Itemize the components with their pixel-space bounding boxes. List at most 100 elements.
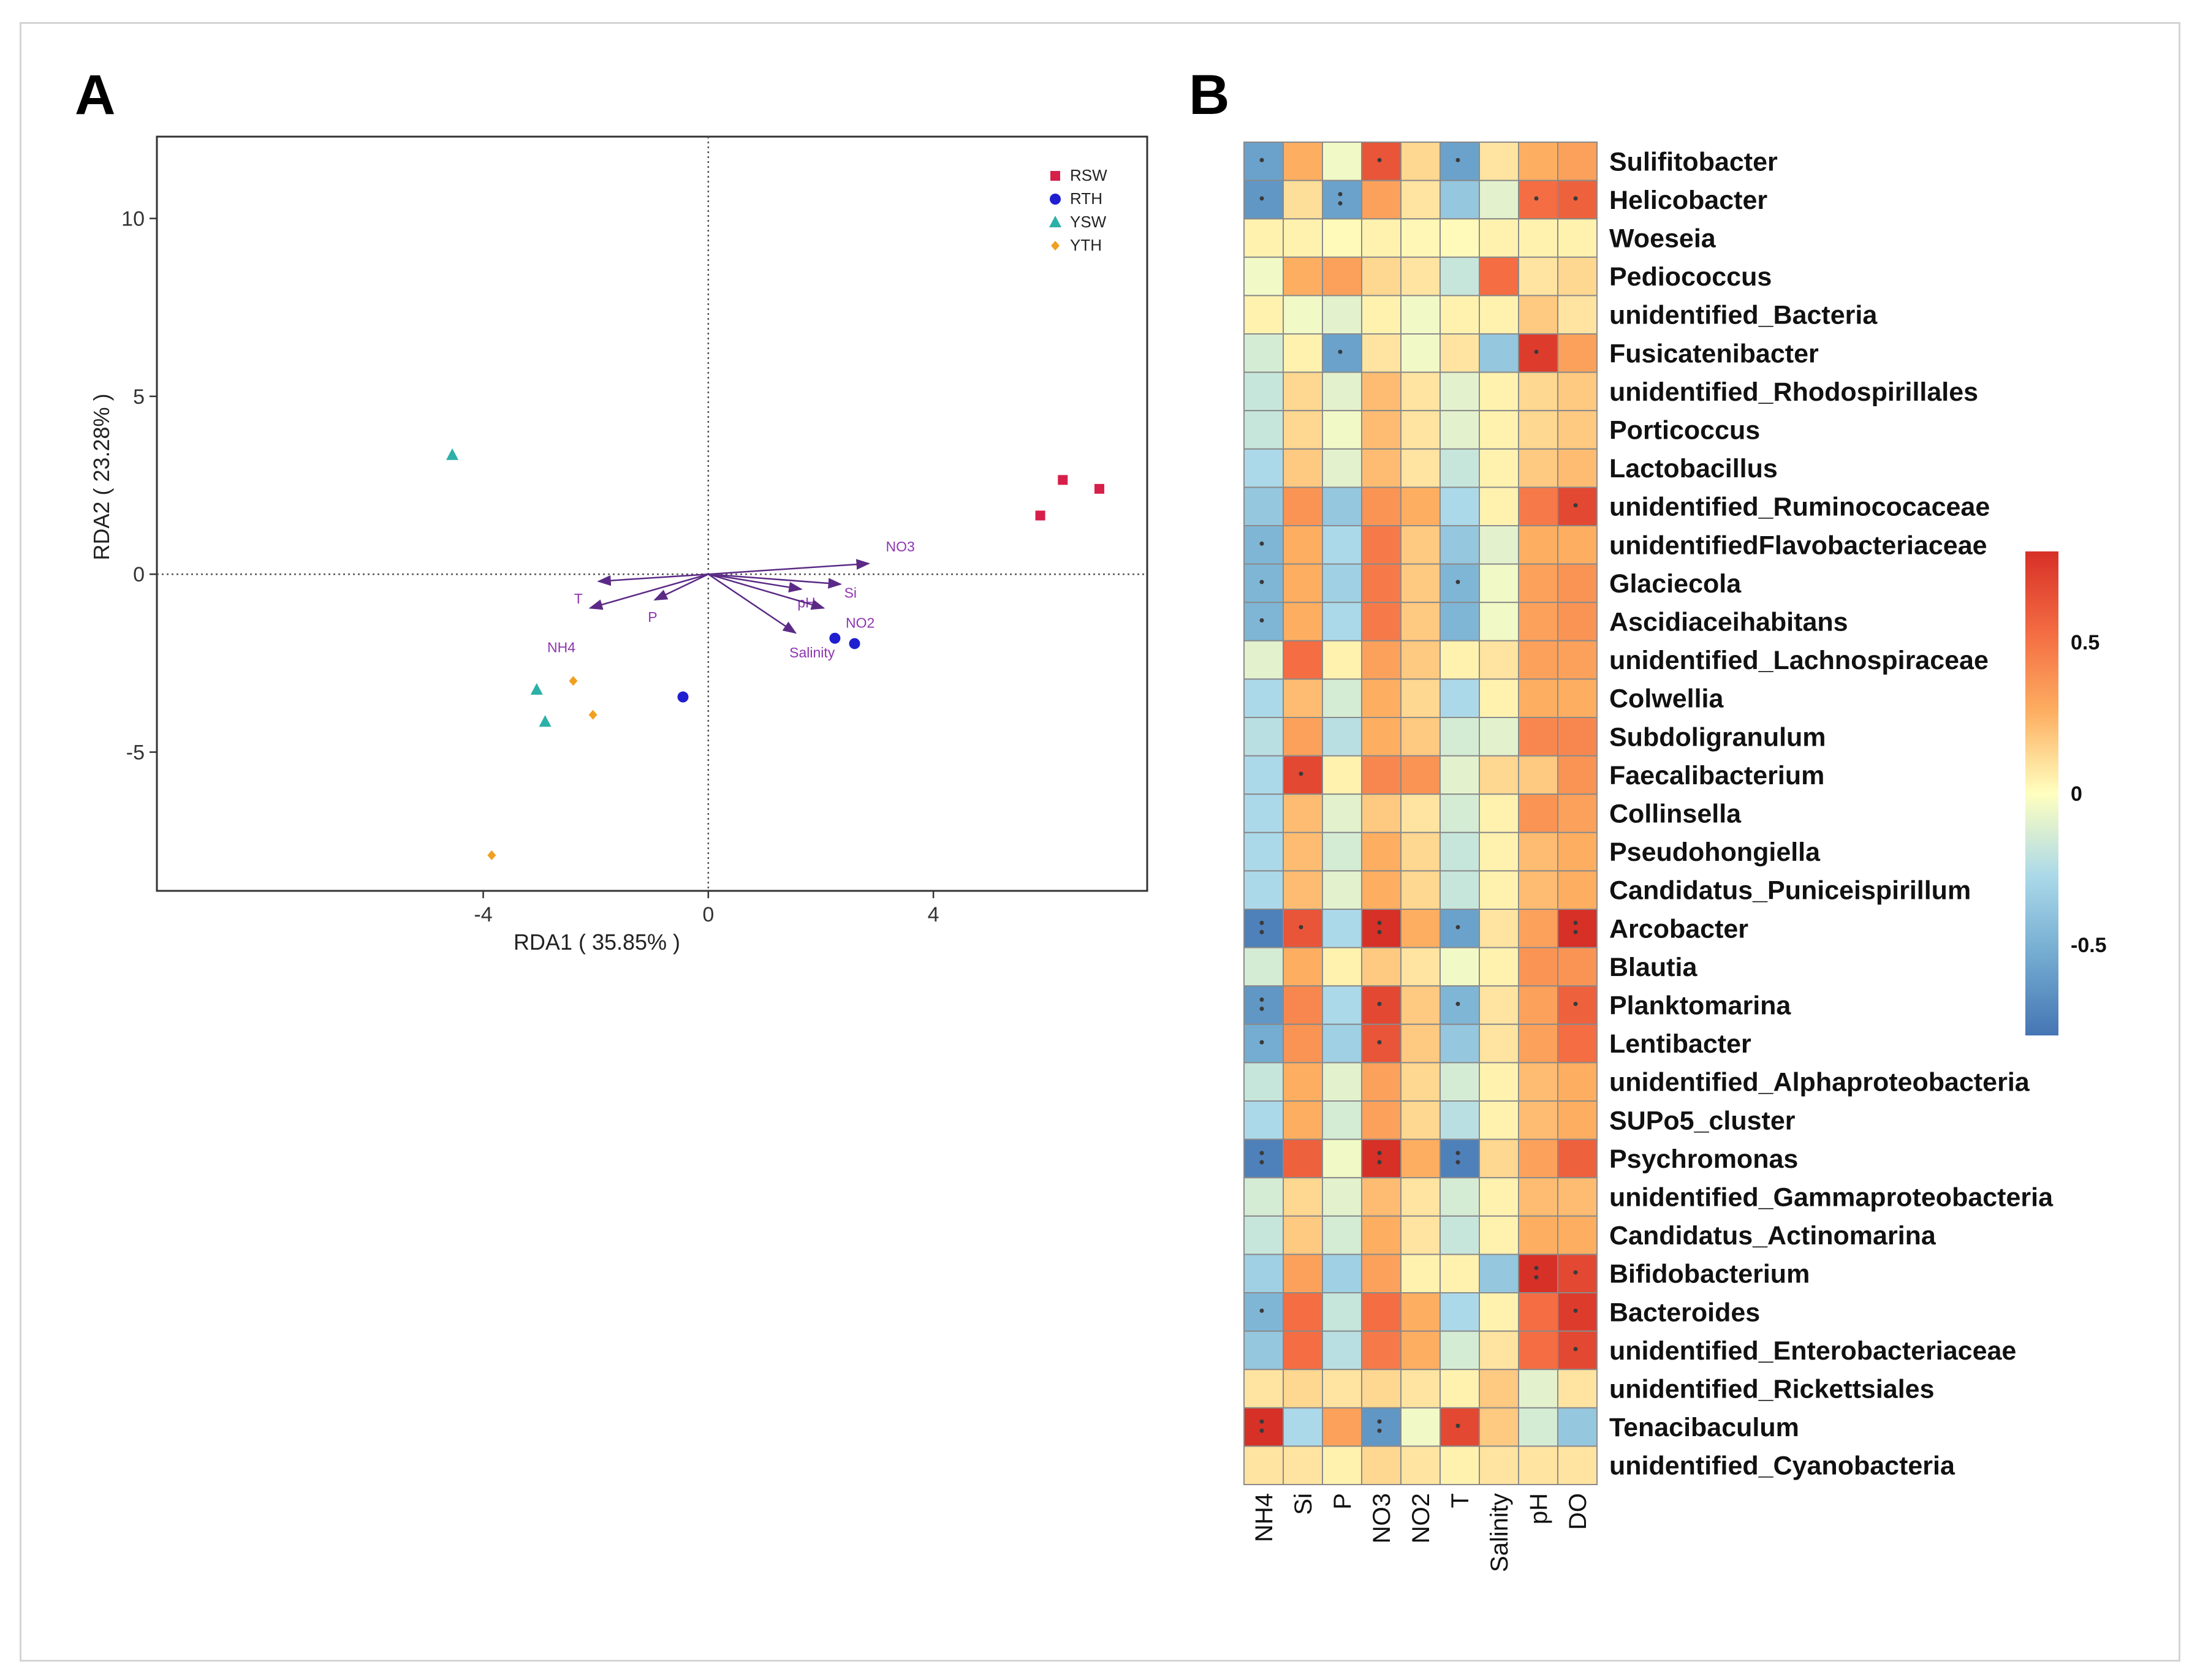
heatmap-cell-helicobacter-no3 [1361, 180, 1402, 220]
heatmap-cell-helicobacter-si [1283, 180, 1323, 220]
heatmap-cell-unidentified-lachnospiraceae-t [1439, 640, 1480, 680]
y-tick-label: 10 [121, 208, 145, 231]
row-label-psychromonas: Psychromonas [1609, 1145, 1798, 1174]
heatmap-cell-unidentifiedflavobacteriaceae-no2 [1400, 525, 1441, 565]
heatmap-cell-sulifitobacter-no2 [1400, 142, 1441, 181]
vector-nh4-arrow [588, 573, 709, 610]
heatmap-cell-lactobacillus-no3 [1361, 448, 1402, 488]
row-label-unidentified-rickettsiales: unidentified_Rickettsiales [1609, 1375, 1935, 1404]
heatmap-cell-bifidobacterium-do [1557, 1254, 1598, 1294]
heatmap-cell-bifidobacterium-salinity [1479, 1254, 1519, 1294]
heatmap-cell-lentibacter-p [1322, 1023, 1362, 1064]
significance-marker [1338, 201, 1343, 206]
row-label-subdoligranulum: Subdoligranulum [1609, 722, 1826, 752]
heatmap-cell-helicobacter-salinity [1479, 180, 1519, 220]
heatmap-cell-bifidobacterium-p [1322, 1254, 1362, 1294]
heatmap-cell-unidentified-ruminococaceae-ph [1518, 486, 1558, 527]
heatmap-cell-blautia-no2 [1400, 947, 1441, 987]
heatmap-cell-unidentifiedflavobacteriaceae-do [1557, 525, 1598, 565]
heatmap-cell-unidentified-rickettsiales-t [1439, 1369, 1480, 1409]
column-label-salinity: Salinity [1486, 1493, 1513, 1572]
legend-marker-yth [1051, 241, 1060, 251]
row-label-bifidobacterium: Bifidobacterium [1609, 1260, 1810, 1289]
heatmap-cell-unidentified-bacteria-no3 [1361, 295, 1402, 335]
legend-label-rth: RTH [1070, 189, 1102, 208]
heatmap-cell-tenacibaculum-do [1557, 1407, 1598, 1447]
heatmap-cell-subdoligranulum-ph [1518, 717, 1558, 757]
significance-marker [1259, 997, 1264, 1002]
x-tick-label: 0 [702, 903, 714, 926]
significance-marker [1573, 929, 1578, 934]
heatmap-cell-unidentified-alphaproteobacteria-nh4 [1243, 1062, 1284, 1102]
heatmap-cell-lentibacter-no3 [1361, 1023, 1402, 1064]
heatmap-cell-unidentified-rickettsiales-do [1557, 1369, 1598, 1409]
significance-marker [1573, 1308, 1578, 1313]
heatmap-cell-planktomarina-do [1557, 985, 1598, 1025]
row-label-planktomarina: Planktomarina [1609, 991, 1791, 1021]
row-label-fusicatenibacter: Fusicatenibacter [1609, 339, 1819, 368]
heatmap-cell-bacteroides-p [1322, 1292, 1362, 1332]
heatmap-cell-unidentified-rhodospirillales-no3 [1361, 371, 1402, 412]
significance-marker [1455, 1002, 1460, 1006]
heatmap-cells [1243, 142, 1598, 1485]
legend-label-rsw: RSW [1070, 166, 1107, 184]
colorbar-tick-label: 0.5 [2071, 631, 2099, 654]
row-label-sulifitobacter: Sulifitobacter [1609, 147, 1778, 176]
significance-marker [1338, 192, 1343, 197]
heatmap-cell-pseudohongiella-ph [1518, 831, 1558, 872]
significance-marker [1573, 1270, 1578, 1275]
heatmap-cell-pediococcus-nh4 [1243, 256, 1284, 297]
heatmap-cell-candidatus-puniceispirillum-no3 [1361, 870, 1402, 910]
heatmap-cell-subdoligranulum-t [1439, 717, 1480, 757]
heatmap-cell-helicobacter-nh4 [1243, 180, 1284, 220]
heatmap-cell-unidentified-cyanobacteria-p [1322, 1445, 1362, 1485]
vector-si-label: Si [844, 585, 857, 600]
row-label-porticoccus: Porticoccus [1609, 416, 1760, 445]
y-tick-label: 0 [133, 563, 145, 586]
heatmap-cell-unidentified-rickettsiales-no2 [1400, 1369, 1441, 1409]
heatmap-cell-supo5-cluster-no2 [1400, 1100, 1441, 1140]
heatmap-cell-glaciecola-si [1283, 563, 1323, 604]
heatmap-cell-bacteroides-no3 [1361, 1292, 1402, 1332]
significance-marker [1259, 1160, 1264, 1165]
heatmap-cell-unidentified-lachnospiraceae-nh4 [1243, 640, 1284, 680]
heatmap-cell-unidentified-enterobacteriaceae-do [1557, 1330, 1598, 1371]
heatmap-cell-colwellia-nh4 [1243, 678, 1284, 719]
significance-marker [1455, 1423, 1460, 1428]
heatmap-cell-tenacibaculum-ph [1518, 1407, 1558, 1447]
x-tick-label: 4 [928, 903, 939, 926]
heatmap-cell-unidentifiedflavobacteriaceae-si [1283, 525, 1323, 565]
row-label-lentibacter: Lentibacter [1609, 1029, 1751, 1059]
heatmap-cell-candidatus-actinomarina-t [1439, 1215, 1480, 1255]
heatmap-cell-collinsella-salinity [1479, 793, 1519, 833]
heatmap-cell-arcobacter-si [1283, 909, 1323, 948]
heatmap-cell-lactobacillus-t [1439, 448, 1480, 488]
heatmap-cell-lactobacillus-ph [1518, 448, 1558, 488]
heatmap-cell-lentibacter-nh4 [1243, 1023, 1284, 1064]
row-label-glaciecola: Glaciecola [1609, 569, 1742, 599]
vector-ph-arrow [708, 573, 803, 593]
heatmap-cell-candidatus-puniceispirillum-p [1322, 870, 1362, 910]
heatmap-cell-faecalibacterium-ph [1518, 755, 1558, 795]
vector-p-arrow [653, 573, 709, 601]
heatmap-cell-unidentified-rhodospirillales-do [1557, 371, 1598, 412]
row-label-pediococcus: Pediococcus [1609, 262, 1772, 292]
heatmap-cell-bacteroides-salinity [1479, 1292, 1519, 1332]
row-label-unidentified-cyanobacteria: unidentified_Cyanobacteria [1609, 1451, 1955, 1481]
row-label-colwellia: Colwellia [1609, 684, 1724, 714]
heatmap-cell-collinsella-ph [1518, 793, 1558, 833]
row-label-collinsella: Collinsella [1609, 800, 1742, 829]
heatmap-cell-faecalibacterium-p [1322, 755, 1362, 795]
heatmap-cell-unidentified-alphaproteobacteria-do [1557, 1062, 1598, 1102]
heatmap-cell-sulifitobacter-p [1322, 142, 1362, 181]
row-label-faecalibacterium: Faecalibacterium [1609, 761, 1824, 790]
heatmap-cell-woeseia-no2 [1400, 218, 1441, 258]
heatmap-cell-woeseia-t [1439, 218, 1480, 258]
heatmap-cell-unidentified-lachnospiraceae-salinity [1479, 640, 1519, 680]
heatmap-cell-bifidobacterium-nh4 [1243, 1254, 1284, 1294]
row-label-bacteroides: Bacteroides [1609, 1298, 1760, 1327]
heatmap-cell-glaciecola-nh4 [1243, 563, 1284, 604]
heatmap-cell-bifidobacterium-no2 [1400, 1254, 1441, 1294]
significance-marker [1377, 1002, 1382, 1006]
heatmap-cell-planktomarina-no2 [1400, 985, 1441, 1025]
